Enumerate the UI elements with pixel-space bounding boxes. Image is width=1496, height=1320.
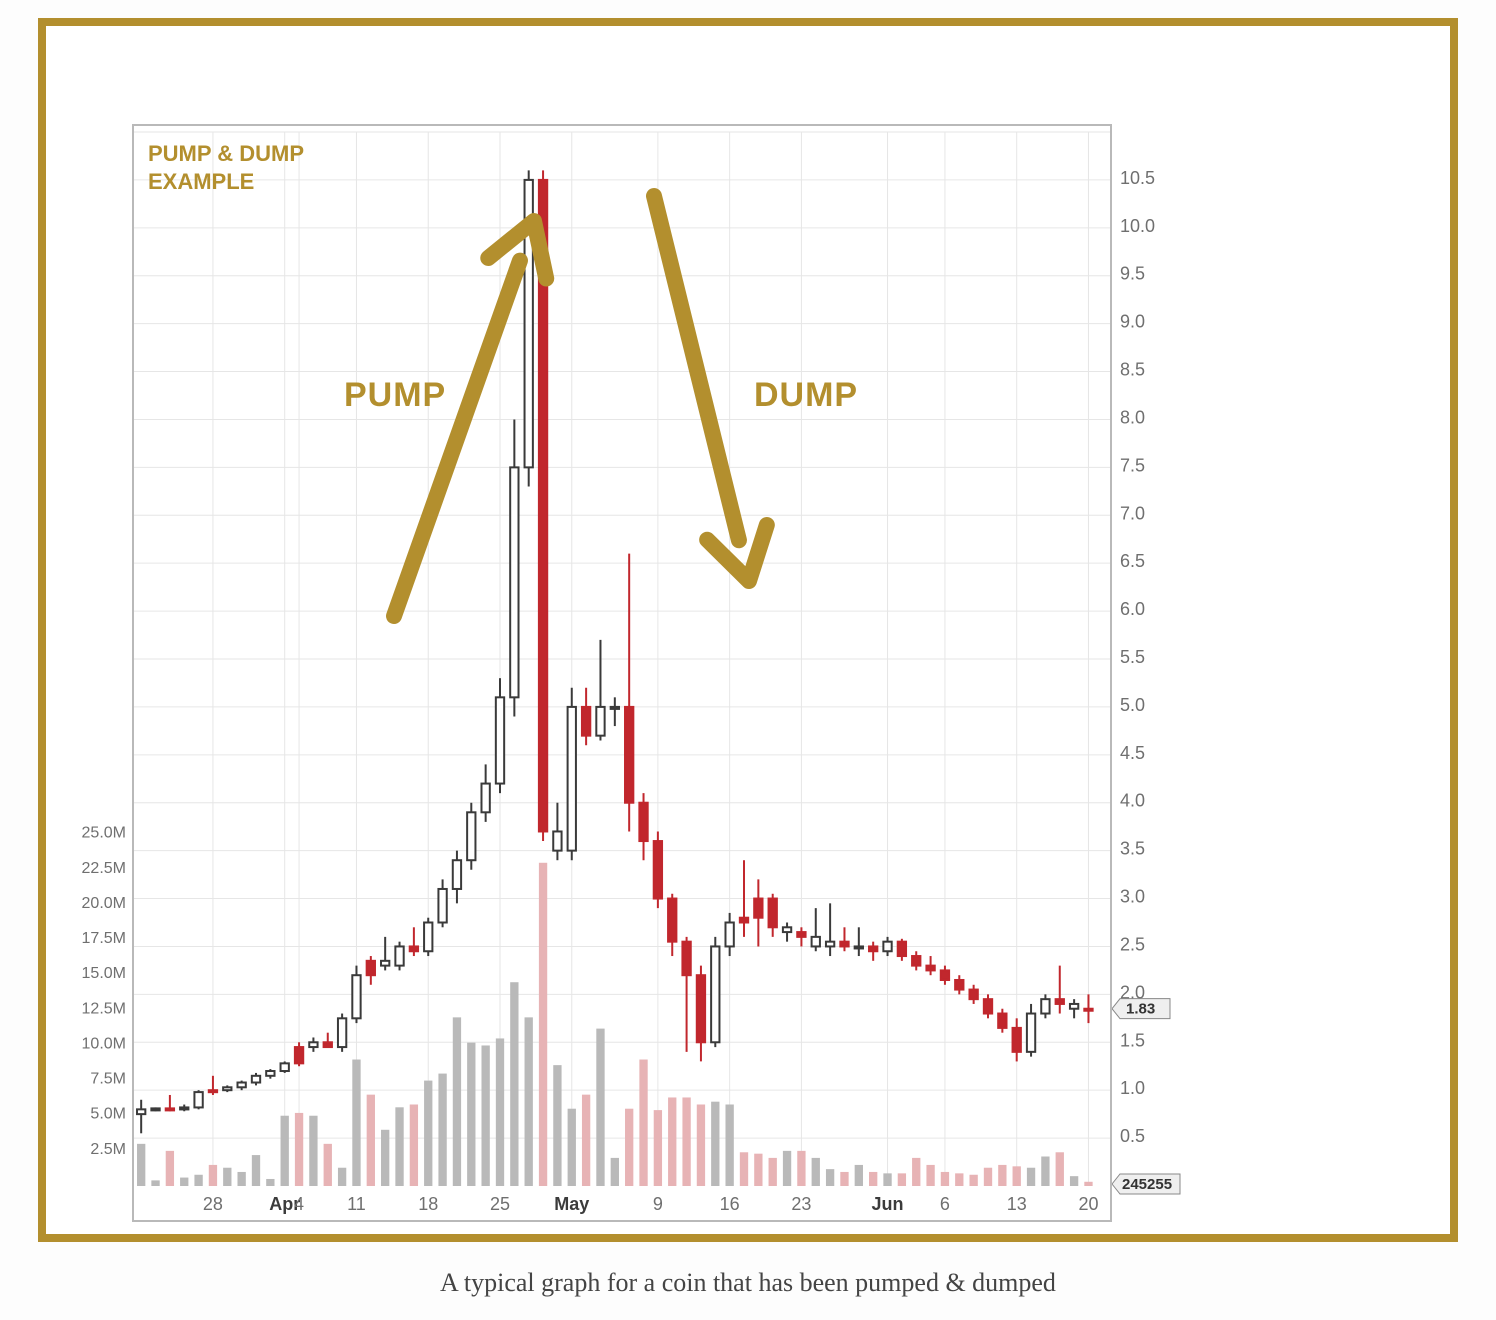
svg-text:May: May: [554, 1194, 589, 1214]
svg-text:10.0M: 10.0M: [82, 1035, 126, 1052]
svg-text:6: 6: [940, 1194, 950, 1214]
price-axis: 0.51.01.52.02.53.03.54.04.55.05.56.06.57…: [1112, 124, 1182, 1222]
svg-text:Jun: Jun: [872, 1194, 904, 1214]
figure-caption: A typical graph for a coin that has been…: [0, 1268, 1496, 1298]
dump-label: DUMP: [754, 376, 858, 415]
svg-text:1.0: 1.0: [1120, 1078, 1145, 1098]
svg-text:4.0: 4.0: [1120, 791, 1145, 811]
svg-text:10.0: 10.0: [1120, 216, 1155, 236]
svg-text:3.5: 3.5: [1120, 839, 1145, 859]
svg-text:7.5: 7.5: [1120, 455, 1145, 475]
svg-text:3.0: 3.0: [1120, 887, 1145, 907]
svg-text:15.0M: 15.0M: [82, 965, 126, 982]
svg-text:9.5: 9.5: [1120, 264, 1145, 284]
svg-text:2.5: 2.5: [1120, 934, 1145, 954]
candlestick-chart: 28Apr4111825May91623Jun61320 PUMP & DUMP…: [132, 124, 1112, 1222]
chart-title-line1: PUMP & DUMP: [148, 141, 304, 166]
svg-text:17.5M: 17.5M: [82, 930, 126, 947]
svg-text:8.0: 8.0: [1120, 407, 1145, 427]
volume-axis: 2.5M 5.0M 7.5M 10.0M 12.5M 15.0M 17.5M 20.0M 22.…: [66, 124, 132, 1222]
figure-outer-border: 2.5M 5.0M 7.5M 10.0M 12.5M 15.0M 17.5M 20.0M 22.…: [38, 18, 1458, 1242]
svg-text:5.0: 5.0: [1120, 695, 1145, 715]
page: 2.5M 5.0M 7.5M 10.0M 12.5M 15.0M 17.5M 20.0M 22.…: [0, 0, 1496, 1320]
svg-text:23: 23: [791, 1194, 811, 1214]
svg-text:13: 13: [1007, 1194, 1027, 1214]
svg-text:6.0: 6.0: [1120, 599, 1145, 619]
svg-text:245255: 245255: [1122, 1176, 1172, 1193]
svg-text:1.83: 1.83: [1126, 1001, 1155, 1018]
svg-text:1.5: 1.5: [1120, 1030, 1145, 1050]
svg-text:20: 20: [1078, 1194, 1098, 1214]
pump-label: PUMP: [344, 376, 446, 415]
svg-text:0.5: 0.5: [1120, 1126, 1145, 1146]
svg-text:11: 11: [347, 1194, 366, 1214]
svg-text:4: 4: [294, 1194, 304, 1214]
svg-text:5.5: 5.5: [1120, 647, 1145, 667]
chart-title-line2: EXAMPLE: [148, 169, 254, 194]
svg-text:25.0M: 25.0M: [82, 825, 126, 842]
svg-text:28: 28: [203, 1194, 223, 1214]
svg-text:5.0M: 5.0M: [90, 1106, 126, 1123]
svg-text:16: 16: [720, 1194, 740, 1214]
svg-text:4.5: 4.5: [1120, 743, 1145, 763]
svg-text:6.5: 6.5: [1120, 551, 1145, 571]
svg-text:2.5M: 2.5M: [90, 1141, 126, 1158]
svg-text:25: 25: [490, 1194, 510, 1214]
svg-text:18: 18: [418, 1194, 438, 1214]
svg-text:20.0M: 20.0M: [82, 895, 126, 912]
chart-title: PUMP & DUMP EXAMPLE: [148, 140, 304, 195]
svg-text:7.0: 7.0: [1120, 503, 1145, 523]
svg-text:9: 9: [653, 1194, 663, 1214]
svg-text:7.5M: 7.5M: [90, 1071, 126, 1088]
svg-text:8.5: 8.5: [1120, 360, 1145, 380]
svg-text:9.0: 9.0: [1120, 312, 1145, 332]
svg-text:12.5M: 12.5M: [82, 1000, 126, 1017]
svg-text:22.5M: 22.5M: [82, 860, 126, 877]
svg-text:10.5: 10.5: [1120, 168, 1155, 188]
